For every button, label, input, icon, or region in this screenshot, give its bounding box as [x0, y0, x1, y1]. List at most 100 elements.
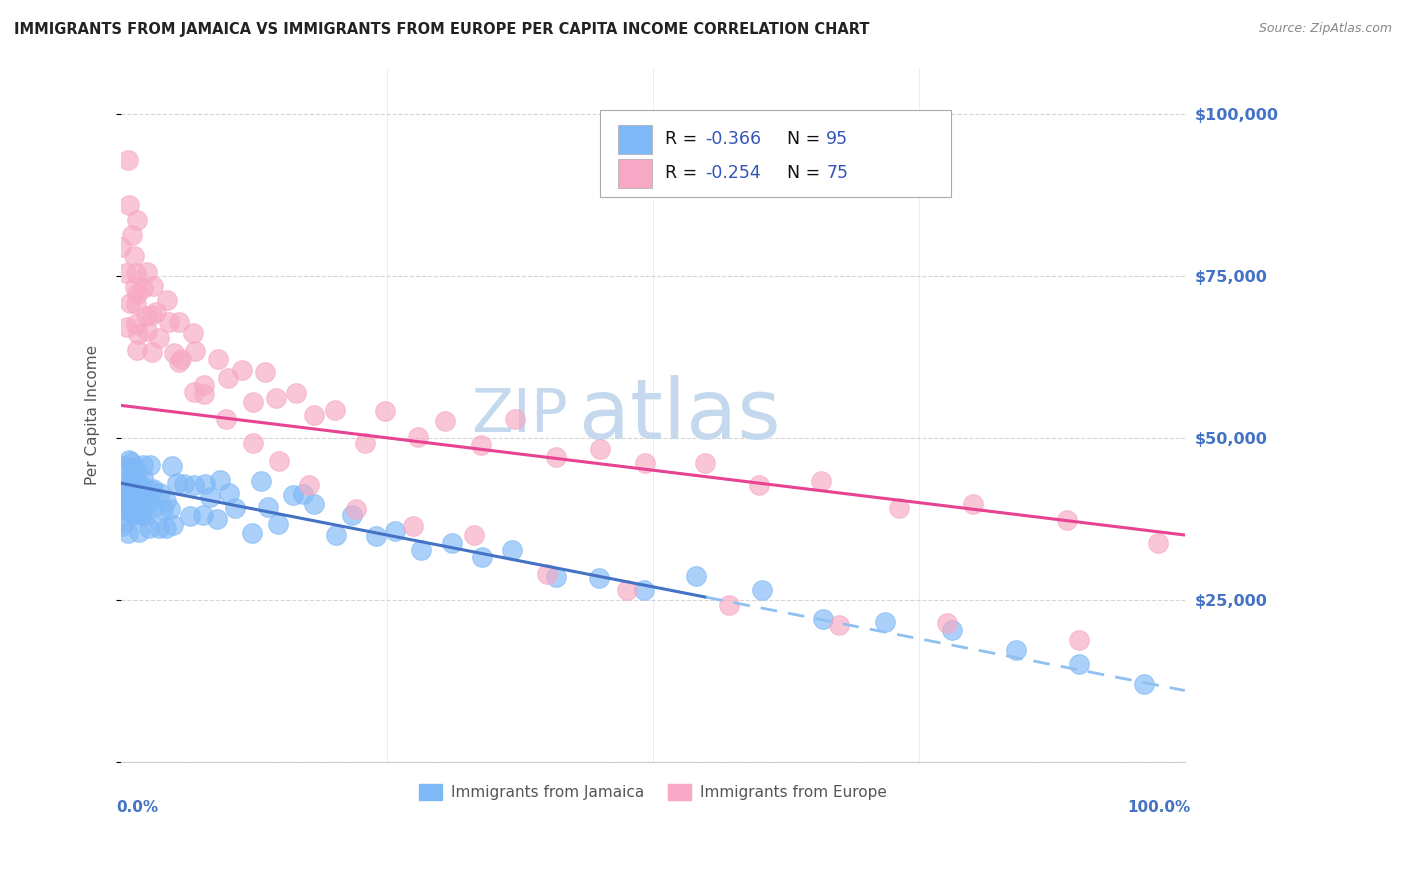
Point	[406, 430, 429, 444]
Point	[132, 487, 155, 501]
Point	[118, 481, 141, 495]
Point	[115, 501, 138, 516]
Point	[342, 508, 364, 523]
Point	[128, 524, 150, 539]
Point	[122, 508, 145, 522]
Point	[110, 476, 132, 491]
Point	[111, 518, 134, 533]
Point	[125, 506, 148, 520]
Text: Source: ZipAtlas.com: Source: ZipAtlas.com	[1258, 22, 1392, 36]
Point	[127, 326, 149, 341]
Point	[325, 527, 347, 541]
Point	[117, 526, 139, 541]
Point	[588, 571, 610, 585]
Point	[1146, 536, 1168, 550]
Point	[122, 466, 145, 480]
Point	[1133, 677, 1156, 691]
Point	[118, 485, 141, 500]
Point	[250, 474, 273, 488]
Point	[471, 550, 494, 565]
Point	[149, 486, 172, 500]
Point	[112, 482, 135, 496]
Point	[156, 293, 179, 307]
Point	[117, 153, 139, 168]
Point	[536, 566, 558, 581]
Point	[292, 487, 315, 501]
Point	[364, 528, 387, 542]
Point	[114, 458, 136, 473]
Point	[257, 500, 280, 515]
Point	[685, 569, 707, 583]
Point	[122, 483, 145, 498]
Bar	[617, 159, 652, 188]
Text: N =: N =	[787, 164, 825, 182]
Point	[127, 484, 149, 499]
Point	[157, 315, 180, 329]
Point	[125, 266, 148, 280]
Point	[936, 615, 959, 630]
Point	[117, 198, 139, 212]
Point	[544, 570, 567, 584]
Point	[207, 352, 229, 367]
Point	[374, 404, 396, 418]
Point	[142, 500, 165, 515]
Point	[634, 456, 657, 470]
Point	[191, 508, 214, 523]
Point	[217, 370, 239, 384]
Point	[183, 478, 205, 492]
Point	[120, 505, 142, 519]
Point	[267, 454, 290, 468]
Point	[302, 498, 325, 512]
Point	[285, 386, 308, 401]
Point	[152, 502, 174, 516]
Point	[122, 249, 145, 263]
Point	[120, 462, 142, 476]
Text: 0.0%: 0.0%	[115, 800, 157, 815]
Point	[184, 344, 207, 359]
Point	[131, 508, 153, 523]
Y-axis label: Per Capita Income: Per Capita Income	[86, 345, 100, 485]
Point	[125, 287, 148, 301]
Point	[183, 384, 205, 399]
Point	[121, 473, 143, 487]
Point	[411, 543, 433, 558]
Point	[941, 624, 963, 638]
Point	[501, 542, 523, 557]
Text: 75: 75	[827, 164, 848, 182]
Text: R =: R =	[665, 164, 703, 182]
Point	[148, 331, 170, 345]
Point	[118, 452, 141, 467]
Point	[1067, 657, 1090, 671]
Point	[155, 494, 177, 508]
Point	[125, 297, 148, 311]
Point	[117, 476, 139, 491]
Point	[110, 239, 132, 253]
Point	[695, 456, 717, 470]
Text: 95: 95	[827, 130, 848, 148]
Point	[139, 458, 162, 472]
Point	[139, 483, 162, 497]
Point	[131, 502, 153, 516]
Point	[159, 502, 181, 516]
Text: -0.254: -0.254	[704, 164, 761, 182]
Point	[135, 265, 157, 279]
Point	[145, 305, 167, 319]
Point	[1005, 643, 1028, 657]
Point	[810, 474, 832, 488]
Point	[384, 524, 406, 539]
Point	[163, 345, 186, 359]
Text: N =: N =	[787, 130, 825, 148]
Point	[127, 343, 149, 357]
Point	[962, 497, 984, 511]
Point	[1056, 513, 1078, 527]
Legend: Immigrants from Jamaica, Immigrants from Europe: Immigrants from Jamaica, Immigrants from…	[413, 778, 893, 806]
Point	[717, 598, 740, 612]
Point	[198, 490, 221, 504]
Point	[173, 476, 195, 491]
Point	[120, 455, 142, 469]
Point	[224, 501, 246, 516]
Point	[633, 583, 655, 598]
Point	[503, 412, 526, 426]
Point	[751, 582, 773, 597]
Point	[121, 485, 143, 500]
